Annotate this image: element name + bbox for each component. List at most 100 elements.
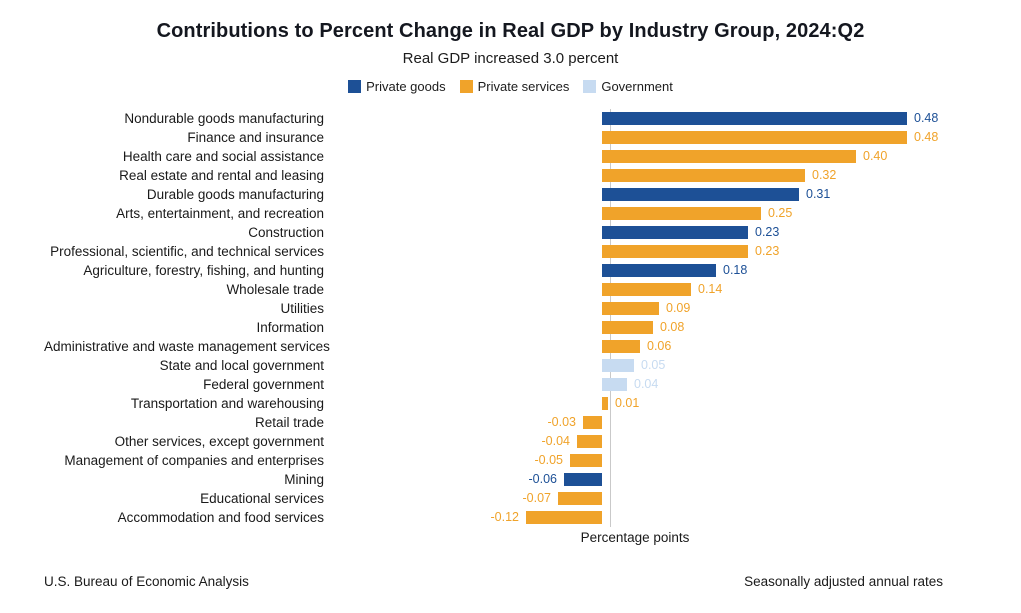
value-label: 0.06 [647, 339, 672, 353]
chart-row: Health care and social assistance 0.40 [44, 147, 980, 166]
plot-area: -0.06 [332, 470, 972, 489]
legend-item-government: Government [583, 79, 673, 94]
chart-row: Retail trade -0.03 [44, 413, 980, 432]
category-label: Management of companies and enterprises [64, 453, 324, 468]
bar [602, 378, 627, 391]
chart-row: Transportation and warehousing 0.01 [44, 394, 980, 413]
x-axis-label: Percentage points [580, 530, 690, 545]
bar [570, 454, 602, 467]
plot-area: 0.05 [332, 356, 972, 375]
value-label: 0.23 [755, 225, 780, 239]
bar [602, 245, 748, 258]
chart-row: Durable goods manufacturing 0.31 [44, 185, 980, 204]
plot-area: -0.04 [332, 432, 972, 451]
value-label: -0.03 [547, 415, 577, 429]
legend-label: Government [601, 79, 673, 94]
category-label: Accommodation and food services [117, 510, 324, 525]
bar [602, 150, 856, 163]
plot-area: 0.23 [332, 223, 972, 242]
plot-area: -0.03 [332, 413, 972, 432]
chart-title: Contributions to Percent Change in Real … [156, 20, 865, 42]
category-label: Health care and social assistance [122, 149, 324, 164]
chart-row: Construction 0.23 [44, 223, 980, 242]
value-label: 0.32 [812, 168, 837, 182]
plot-area: 0.48 [332, 128, 972, 147]
chart-row: Wholesale trade 0.14 [44, 280, 980, 299]
source-attribution: U.S. Bureau of Economic Analysis [44, 574, 249, 589]
plot-area: -0.07 [332, 489, 972, 508]
category-label: Other services, except government [114, 434, 324, 449]
category-label: Administrative and waste management serv… [44, 339, 330, 354]
bar [602, 131, 907, 144]
chart-row: Finance and insurance 0.48 [44, 128, 980, 147]
chart-row: State and local government 0.05 [44, 356, 980, 375]
plot-area: 0.48 [332, 109, 972, 128]
legend-label: Private services [477, 79, 570, 94]
bar [602, 302, 659, 315]
chart-row: Agriculture, forestry, fishing, and hunt… [44, 261, 980, 280]
chart-row: Management of companies and enterprises -… [44, 451, 980, 470]
value-label: -0.05 [534, 453, 564, 467]
chart-row: Mining -0.06 [44, 470, 980, 489]
chart-legend: Private goods Private services Governmen… [0, 79, 1021, 94]
category-label: Mining [284, 472, 324, 487]
chart-row: Other services, except government -0.04 [44, 432, 980, 451]
plot-area: 0.32 [332, 166, 972, 185]
chart-row: Federal government 0.04 [44, 375, 980, 394]
value-label: -0.07 [522, 491, 552, 505]
value-label: 0.14 [698, 282, 723, 296]
category-label: Arts, entertainment, and recreation [116, 206, 324, 221]
category-label: Educational services [200, 491, 324, 506]
category-label: Information [256, 320, 324, 335]
plot-area: 0.40 [332, 147, 972, 166]
chart-row: Arts, entertainment, and recreation 0.25 [44, 204, 980, 223]
legend-label: Private goods [366, 79, 446, 94]
plot-area: -0.05 [332, 451, 972, 470]
category-label: Durable goods manufacturing [146, 187, 324, 202]
category-label: Finance and insurance [187, 130, 324, 145]
category-label: Real estate and rental and leasing [119, 168, 324, 183]
value-label: 0.04 [634, 377, 659, 391]
value-label: 0.18 [723, 263, 748, 277]
bar [602, 264, 716, 277]
bar [602, 169, 805, 182]
category-label: Utilities [280, 301, 324, 316]
legend-item-private-services: Private services [459, 79, 570, 94]
category-label: State and local government [159, 358, 324, 373]
government-swatch-icon [583, 80, 597, 93]
chart-row: Nondurable goods manufacturing 0.48 [44, 109, 980, 128]
legend-item-private-goods: Private goods [348, 79, 446, 94]
plot-area: 0.14 [332, 280, 972, 299]
value-label: -0.12 [490, 510, 520, 524]
plot-area: 0.25 [332, 204, 972, 223]
bar [564, 473, 602, 486]
value-label: 0.40 [863, 149, 888, 163]
bar [602, 188, 799, 201]
category-label: Nondurable goods manufacturing [124, 111, 324, 126]
bar [577, 435, 602, 448]
chart-row: Utilities 0.09 [44, 299, 980, 318]
category-label: Wholesale trade [226, 282, 324, 297]
plot-area: -0.12 [332, 508, 972, 527]
chart-subtitle: Real GDP increased 3.0 percent [402, 50, 619, 67]
chart-row: Accommodation and food services -0.12 [44, 508, 980, 527]
bar [602, 340, 640, 353]
value-label: 0.48 [914, 130, 939, 144]
bar [602, 283, 691, 296]
value-label: 0.25 [768, 206, 793, 220]
plot-area: 0.23 [332, 242, 972, 261]
bar [602, 226, 748, 239]
chart-row: Professional, scientific, and technical … [44, 242, 980, 261]
chart-row: Administrative and waste management serv… [44, 337, 980, 356]
plot-area: 0.31 [332, 185, 972, 204]
bar [583, 416, 602, 429]
category-label: Construction [248, 225, 324, 240]
plot-area: 0.08 [332, 318, 972, 337]
private-services-swatch-icon [459, 80, 473, 93]
value-label: 0.08 [660, 320, 685, 334]
bar [558, 492, 602, 505]
category-label: Transportation and warehousing [130, 396, 324, 411]
plot-area: 0.06 [332, 337, 972, 356]
bar [602, 207, 761, 220]
